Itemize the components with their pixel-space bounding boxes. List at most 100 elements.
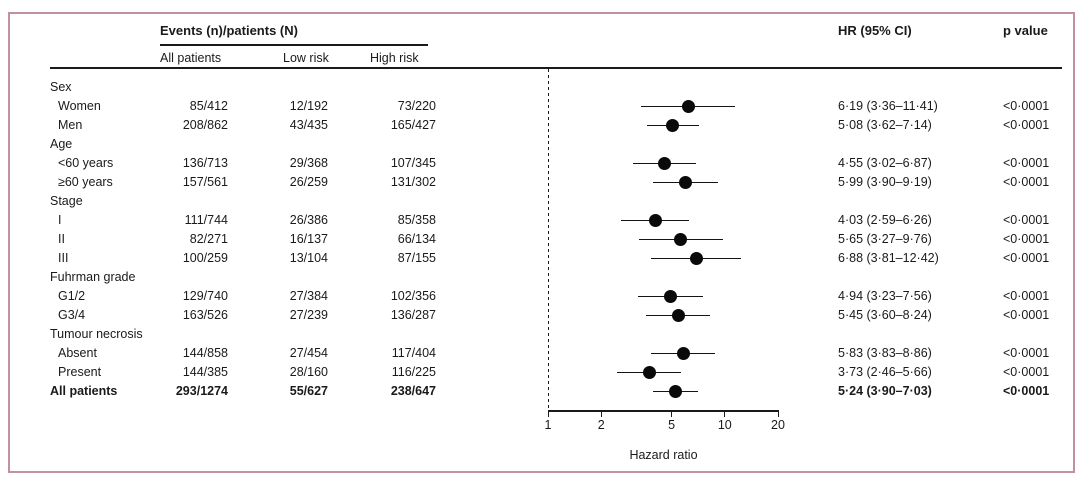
cell-hr-ci: 5·65 (3·27–9·76) — [838, 232, 932, 246]
cell-hr-ci: 5·24 (3·90–7·03) — [838, 384, 932, 398]
cell-high-risk: 131/302 — [390, 175, 436, 189]
header-rule — [50, 67, 1062, 69]
hr-point — [657, 157, 671, 170]
cell-low-risk: 28/160 — [289, 365, 328, 379]
table-row-tumour-necrosis: Tumour necrosis — [10, 325, 1073, 344]
cell-p-value: <0·0001 — [1003, 99, 1050, 113]
cell-low-risk: 26/386 — [289, 213, 328, 227]
cell-hr-ci: 4·94 (3·23–7·56) — [838, 289, 932, 303]
x-axis-tick — [547, 410, 549, 417]
cell-high-risk: 102/356 — [390, 289, 436, 303]
cell-hr-ci: 6·88 (3·81–12·42) — [838, 251, 939, 265]
column-header-p-value: p value — [1003, 23, 1048, 38]
row-label: All patients — [50, 384, 118, 398]
table-row-absent: Absent 144/858 27/454 117/404 5·83 (3·83–8·8… — [10, 344, 1073, 363]
cell-high-risk: 85/358 — [397, 213, 436, 227]
hr-point — [648, 214, 662, 227]
cell-high-risk: 238/647 — [390, 384, 436, 398]
hr-point — [668, 385, 682, 398]
cell-all-patients: 82/271 — [189, 232, 228, 246]
row-label: I — [58, 213, 62, 227]
cell-p-value: <0·0001 — [1003, 346, 1050, 360]
table-row-iii: III 100/259 13/104 87/155 6·88 (3·81–12·42) <… — [10, 249, 1073, 268]
cell-hr-ci: 5·08 (3·62–7·14) — [838, 118, 932, 132]
reference-line-hr1 — [548, 69, 549, 410]
cell-hr-ci: 5·83 (3·83–8·86) — [838, 346, 932, 360]
cell-low-risk: 26/259 — [289, 175, 328, 189]
cell-high-risk: 165/427 — [390, 118, 436, 132]
cell-hr-ci: 5·45 (3·60–8·24) — [838, 308, 932, 322]
x-axis-tick — [671, 410, 673, 417]
cell-all-patients: 100/259 — [182, 251, 228, 265]
cell-all-patients: 111/744 — [184, 213, 228, 227]
x-axis-tick-label: 10 — [717, 418, 732, 432]
cell-high-risk: 66/134 — [397, 232, 436, 246]
cell-high-risk: 116/225 — [391, 365, 436, 379]
x-axis-tick-label: 5 — [668, 418, 676, 432]
cell-low-risk: 27/384 — [289, 289, 328, 303]
cell-high-risk: 87/155 — [397, 251, 436, 265]
cell-high-risk: 107/345 — [390, 156, 436, 170]
hr-point — [666, 119, 680, 132]
table-row-ii: II 82/271 16/137 66/134 5·65 (3·27–9·76) <0·0… — [10, 230, 1073, 249]
table-row-women: Women 85/412 12/192 73/220 6·19 (3·36–11·41)… — [10, 97, 1073, 116]
hr-point — [671, 309, 685, 322]
forest-plot-figure: Events (n)/patients (N) All patients Low… — [8, 12, 1075, 473]
cell-hr-ci: 6·19 (3·36–11·41) — [838, 99, 938, 113]
cell-low-risk: 16/137 — [289, 232, 328, 246]
cell-p-value: <0·0001 — [1003, 156, 1050, 170]
x-axis-tick — [600, 410, 602, 417]
column-header-hr-ci: HR (95% CI) — [838, 23, 912, 38]
hr-point — [678, 176, 692, 189]
table-row-stage: Stage — [10, 192, 1073, 211]
column-header-low-risk: Low risk — [283, 51, 329, 65]
row-label: Present — [58, 365, 102, 379]
cell-p-value: <0·0001 — [1003, 251, 1050, 265]
hr-point — [689, 252, 703, 265]
cell-p-value: <0·0001 — [1003, 175, 1050, 189]
table-row-present: Present 144/385 28/160 116/225 3·73 (2·46–5·… — [10, 363, 1073, 382]
table-row-i: I 111/744 26/386 85/358 4·03 (2·59–6·26) <0·0… — [10, 211, 1073, 230]
hr-point — [681, 100, 695, 113]
cell-p-value: <0·0001 — [1003, 384, 1050, 398]
hr-point — [642, 366, 656, 379]
row-label: ≥60 years — [58, 175, 113, 189]
cell-low-risk: 55/627 — [289, 384, 328, 398]
cell-all-patients: 144/858 — [182, 346, 228, 360]
cell-all-patients: 208/862 — [182, 118, 228, 132]
forest-plot-area: Hazard ratio 1 2 5 10 20 — [10, 14, 1073, 471]
table-row-g3-4: G3/4 163/526 27/239 136/287 5·45 (3·60–8·24)… — [10, 306, 1073, 325]
row-label: <60 years — [58, 156, 114, 170]
cell-hr-ci: 4·55 (3·02–6·87) — [838, 156, 932, 170]
cell-all-patients: 163/526 — [182, 308, 228, 322]
row-group-label: Fuhrman grade — [50, 270, 136, 284]
x-axis-tick-label: 2 — [597, 418, 605, 432]
cell-high-risk: 136/287 — [390, 308, 436, 322]
cell-low-risk: 13/104 — [289, 251, 328, 265]
events-header-title: Events (n)/patients (N) — [160, 23, 298, 38]
row-label: Absent — [58, 346, 97, 360]
row-group-label: Sex — [50, 80, 72, 94]
cell-hr-ci: 4·03 (2·59–6·26) — [838, 213, 932, 227]
cell-hr-ci: 3·73 (2·46–5·66) — [838, 365, 932, 379]
cell-low-risk: 27/239 — [289, 308, 328, 322]
row-group-label: Age — [50, 137, 73, 151]
x-axis-tick — [724, 410, 726, 417]
cell-low-risk: 12/192 — [289, 99, 328, 113]
table-row-fuhrman-grade: Fuhrman grade — [10, 268, 1073, 287]
x-axis-title: Hazard ratio — [629, 448, 698, 462]
cell-hr-ci: 5·99 (3·90–9·19) — [838, 175, 932, 189]
cell-low-risk: 27/454 — [289, 346, 328, 360]
column-header-all-patients: All patients — [160, 51, 222, 65]
cell-low-risk: 29/368 — [289, 156, 328, 170]
row-label: G3/4 — [58, 308, 86, 322]
row-label: II — [58, 232, 65, 246]
table-row-g1-2: G1/2 129/740 27/384 102/356 4·94 (3·23–7·56)… — [10, 287, 1073, 306]
row-label: Men — [58, 118, 83, 132]
column-header-high-risk: High risk — [370, 51, 419, 65]
cell-all-patients: 129/740 — [182, 289, 228, 303]
table-row-men: Men 208/862 43/435 165/427 5·08 (3·62–7·14) <… — [10, 116, 1073, 135]
cell-all-patients: 136/713 — [182, 156, 228, 170]
cell-p-value: <0·0001 — [1003, 289, 1050, 303]
cell-all-patients: 293/1274 — [175, 384, 228, 398]
